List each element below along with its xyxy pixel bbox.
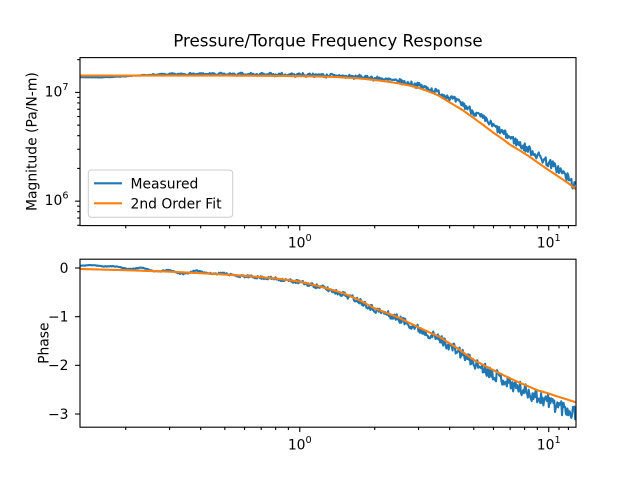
tick-label: −2 (48, 358, 68, 374)
tick-label: 107 (45, 82, 69, 101)
tick-label: −3 (48, 407, 68, 423)
legend-label: Measured (131, 176, 199, 192)
axes-spines (79, 57, 577, 227)
phase-axis-label: Phase (37, 322, 53, 363)
tick-label: 101 (537, 233, 561, 252)
tick-label: 101 (537, 435, 561, 454)
axes-spines (79, 258, 577, 428)
legend-frame (87, 169, 234, 218)
legend: Measured 2nd Order Fit (87, 169, 234, 218)
tick-labels: 100 101 107 106 (45, 82, 561, 252)
tick-label: −1 (48, 310, 68, 326)
legend-label: 2nd Order Fit (131, 196, 223, 212)
chart-title: Pressure/Torque Frequency Response (173, 31, 482, 51)
phase-plot: 100 101 0 −1 −2 −3 Phase (37, 258, 577, 454)
tick-label: 100 (288, 435, 312, 454)
magnitude-axis-label: Magnitude (Pa/N-m) (25, 72, 41, 211)
tick-labels: 100 101 0 −1 −2 −3 (48, 261, 561, 454)
fit-magnitude-line (80, 74, 576, 190)
tick-label: 106 (45, 191, 69, 210)
tick-label: 100 (288, 233, 312, 252)
series-layer (80, 71, 576, 190)
tick-label: 0 (60, 261, 69, 277)
ticks (75, 59, 569, 231)
series-layer (80, 263, 576, 421)
fit-phase-line (80, 267, 576, 404)
ticks (75, 267, 569, 433)
